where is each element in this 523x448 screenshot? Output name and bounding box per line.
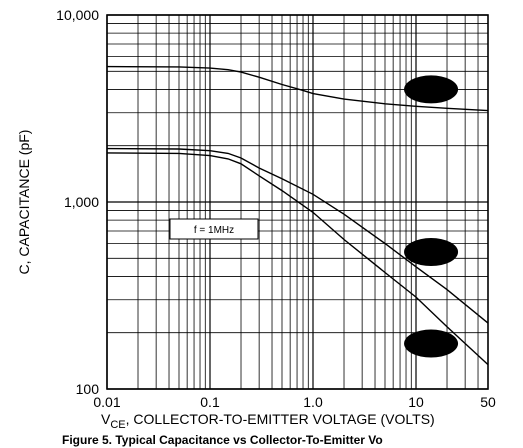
y-tick-label: 100 xyxy=(76,381,100,397)
x-tick-label: 50 xyxy=(480,394,496,410)
series-marker-1 xyxy=(404,75,459,104)
x-axis-label-rest: , COLLECTOR-TO-EMITTER VOLTAGE (VOLTS) xyxy=(126,411,435,427)
series-marker-3 xyxy=(404,329,459,358)
annotation-box xyxy=(169,218,259,240)
x-tick-label: 0.01 xyxy=(93,394,120,410)
marker-layer xyxy=(404,75,459,358)
plot-frame xyxy=(106,14,489,390)
frequency-annotation: f = 1MHz xyxy=(194,225,234,236)
y-tick-label: 1,000 xyxy=(64,194,99,210)
x-tick-label: 0.1 xyxy=(200,394,220,410)
x-axis-label-main: V xyxy=(101,411,111,427)
series-line-2 xyxy=(106,147,489,324)
x-tick-label: 1.0 xyxy=(303,394,323,410)
x-tick-label: 10 xyxy=(408,394,424,410)
x-axis-label-subscript: CE xyxy=(110,419,125,431)
tick-labels: 0.01 0.1 1.0 10 50 10,000 1,000 100 xyxy=(56,7,496,410)
y-tick-label: 10,000 xyxy=(56,7,99,23)
series-marker-2 xyxy=(404,238,459,267)
series-layer xyxy=(106,65,489,366)
series-line-1 xyxy=(106,65,489,112)
y-axis-label: C, CAPACITANCE (pF) xyxy=(16,130,32,275)
x-axis-label: VCE, COLLECTOR-TO-EMITTER VOLTAGE (VOLTS… xyxy=(101,411,435,431)
series-line-3 xyxy=(106,152,489,366)
figure-caption: Figure 5. Typical Capacitance vs Collect… xyxy=(62,433,383,447)
